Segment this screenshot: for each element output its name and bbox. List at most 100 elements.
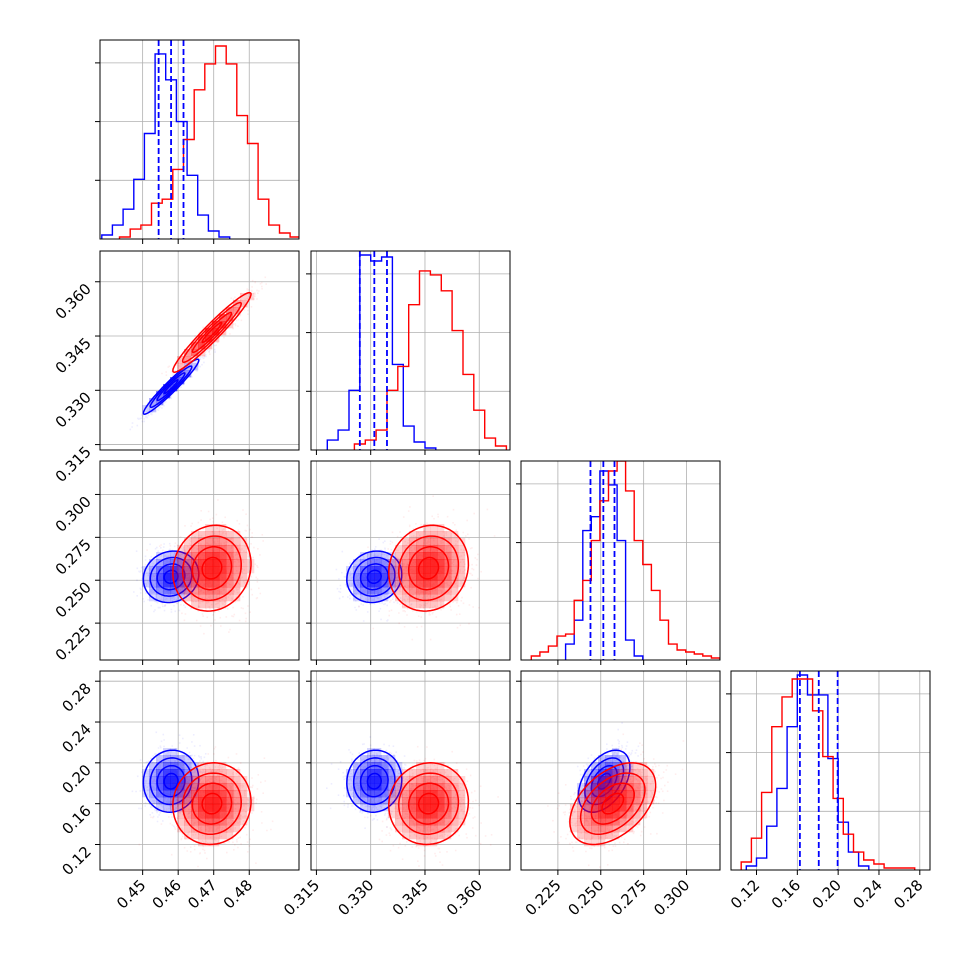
density-cell	[226, 594, 234, 602]
density-cell	[591, 825, 599, 833]
density-cell	[598, 755, 606, 763]
density-cell	[212, 524, 220, 532]
density-cell	[451, 790, 459, 798]
density-cell	[219, 580, 227, 588]
density-cell	[177, 559, 185, 567]
density-cell	[240, 776, 248, 784]
contour-3-1-series-1-level-1	[407, 782, 450, 825]
density-cell	[451, 818, 459, 826]
density-cell	[367, 580, 375, 588]
density-cell	[360, 559, 368, 567]
density-cell	[219, 804, 227, 812]
density-cell	[374, 587, 382, 595]
contour-2-0-series-1-level-2	[181, 535, 242, 602]
density-cell	[374, 797, 382, 805]
density-cell	[177, 580, 185, 588]
density-cell	[360, 790, 368, 798]
density-cell	[458, 804, 466, 812]
density-cell	[240, 573, 248, 581]
density-cell	[177, 762, 185, 770]
density-cell	[212, 594, 220, 602]
density-cell	[598, 776, 606, 784]
density-cell	[437, 524, 445, 532]
density-cell	[177, 783, 185, 791]
scatter-points-3-1-series-1	[364, 745, 499, 867]
y-tick-label-param-1: 0.360	[52, 280, 95, 323]
density-cell	[409, 545, 417, 553]
density-cell	[184, 580, 192, 588]
contour-2-0-series-1-level-0	[201, 556, 223, 580]
contour-1-0-series-0-level-0	[163, 379, 179, 395]
density-cell	[163, 566, 171, 574]
density-cell	[156, 790, 164, 798]
density-cell	[240, 804, 248, 812]
density-cell	[149, 580, 157, 588]
density-cell	[191, 573, 199, 581]
density-cell	[381, 783, 389, 791]
density-cell	[444, 594, 452, 602]
density-cell	[416, 587, 424, 595]
density-cell	[240, 790, 248, 798]
density-cell	[430, 783, 438, 791]
density-cell	[226, 580, 234, 588]
density-cell	[591, 776, 599, 784]
density-cell	[388, 573, 396, 581]
contour-1-0-series-0-level-1	[156, 372, 186, 402]
density-cell	[177, 587, 185, 595]
density-cell	[430, 776, 438, 784]
density-cell	[591, 804, 599, 812]
density-cell	[149, 573, 157, 581]
density-cell	[423, 825, 431, 833]
density-cell	[240, 293, 248, 301]
density-cell	[149, 762, 157, 770]
density-cell	[409, 587, 417, 595]
density-cell	[570, 825, 578, 833]
density-cell	[444, 818, 452, 826]
y-tick-label-param-3: 0.16	[58, 802, 94, 838]
density-cell	[577, 783, 585, 791]
density-cell	[346, 566, 354, 574]
density-cell	[191, 566, 199, 574]
density-cell	[240, 811, 248, 819]
density-cell	[177, 573, 185, 581]
density-cell	[388, 587, 396, 595]
density-cell	[423, 601, 431, 609]
contour-3-2-series-1-level-3	[569, 762, 657, 846]
density-cell	[437, 762, 445, 770]
density-cell	[191, 762, 199, 770]
density-cell	[149, 587, 157, 595]
contour-2-0-series-0-level-1	[156, 563, 186, 591]
density-cell	[184, 559, 192, 567]
density-cell	[353, 559, 361, 567]
density-cell	[381, 804, 389, 812]
histogram-3-series-0	[745, 674, 870, 870]
density-cell	[423, 762, 431, 770]
density-cell	[612, 832, 620, 840]
density-cell	[423, 573, 431, 581]
panel-frame	[99, 460, 300, 661]
density-cell	[430, 538, 438, 546]
density-cell	[395, 545, 403, 553]
density-cell	[177, 783, 185, 791]
density-cell	[388, 580, 396, 588]
density-cell	[640, 797, 648, 805]
density-cell	[233, 552, 241, 560]
contour-2-0-series-1-level-3	[172, 524, 252, 612]
density-cell	[184, 825, 192, 833]
density-cell	[156, 552, 164, 560]
density-cell	[381, 573, 389, 581]
density-cell	[577, 825, 585, 833]
density-cell	[233, 790, 241, 798]
density-cell	[647, 790, 655, 798]
density-cell	[423, 804, 431, 812]
contour-1-0-series-1-level-2	[181, 301, 242, 363]
density-cell	[395, 790, 403, 798]
density-cell	[444, 552, 452, 560]
density-cell	[451, 531, 459, 539]
density-cell	[198, 811, 206, 819]
density-cell	[437, 825, 445, 833]
panel-plot-area	[100, 40, 299, 239]
density-cell	[409, 790, 417, 798]
density-cell	[360, 762, 368, 770]
